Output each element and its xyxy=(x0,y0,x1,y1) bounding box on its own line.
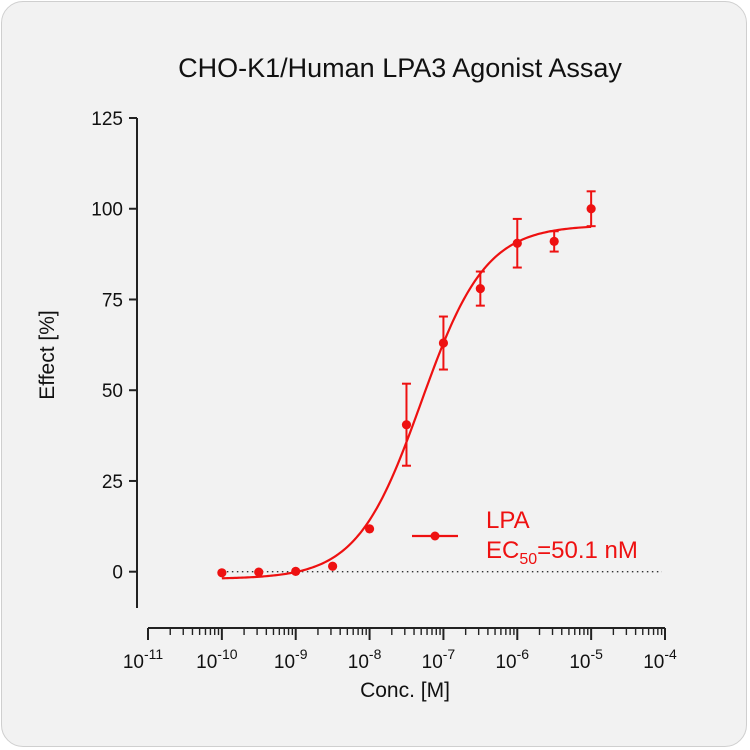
x-tick-label: 10-7 xyxy=(422,646,456,673)
x-tick-label: 10-5 xyxy=(569,646,603,673)
y-tick-label: 75 xyxy=(102,290,123,311)
x-tick-label: 10-11 xyxy=(123,646,164,673)
data-point xyxy=(401,420,412,430)
data-point xyxy=(549,236,559,247)
data-points xyxy=(217,190,596,578)
y-tick-label: 25 xyxy=(102,472,123,493)
data-point xyxy=(438,338,449,348)
legend-ec50-prefix: EC xyxy=(486,537,519,564)
data-point xyxy=(291,566,301,576)
y-tick-label: 50 xyxy=(102,381,123,402)
data-point xyxy=(328,561,338,571)
y-axis-label: Effect [%] xyxy=(36,310,59,400)
legend-ec50-subscript: 50 xyxy=(519,551,537,568)
legend-ec50: EC50=50.1 nM xyxy=(486,537,638,568)
legend: LPA EC50=50.1 nM xyxy=(412,507,638,568)
data-point xyxy=(512,238,522,248)
x-tick-label: 10-8 xyxy=(348,646,382,673)
data-point xyxy=(364,524,375,534)
data-point xyxy=(217,568,227,578)
x-axis-label: Conc. [M] xyxy=(360,679,450,702)
y-tick-label: 125 xyxy=(91,109,123,130)
y-axis: 0 25 50 75 100 125 xyxy=(91,109,138,608)
chart-title: CHO-K1/Human LPA3 Agonist Assay xyxy=(178,53,622,83)
x-axis: 10-11 10-10 10-9 10-8 10-7 10-6 10-5 10-4 xyxy=(123,627,677,673)
x-tick-label: 10-9 xyxy=(274,646,308,673)
data-point xyxy=(254,567,264,577)
x-tick-label: 10-10 xyxy=(196,646,238,673)
x-tick-label: 10-6 xyxy=(495,646,529,673)
data-point xyxy=(586,204,596,214)
legend-ec50-value: =50.1 nM xyxy=(537,537,638,564)
y-tick-label: 100 xyxy=(91,200,123,221)
legend-series-name: LPA xyxy=(486,507,530,534)
x-tick-label: 10-4 xyxy=(643,646,677,673)
y-tick-label: 0 xyxy=(112,563,123,584)
legend-marker xyxy=(430,531,440,541)
data-point xyxy=(475,283,485,294)
